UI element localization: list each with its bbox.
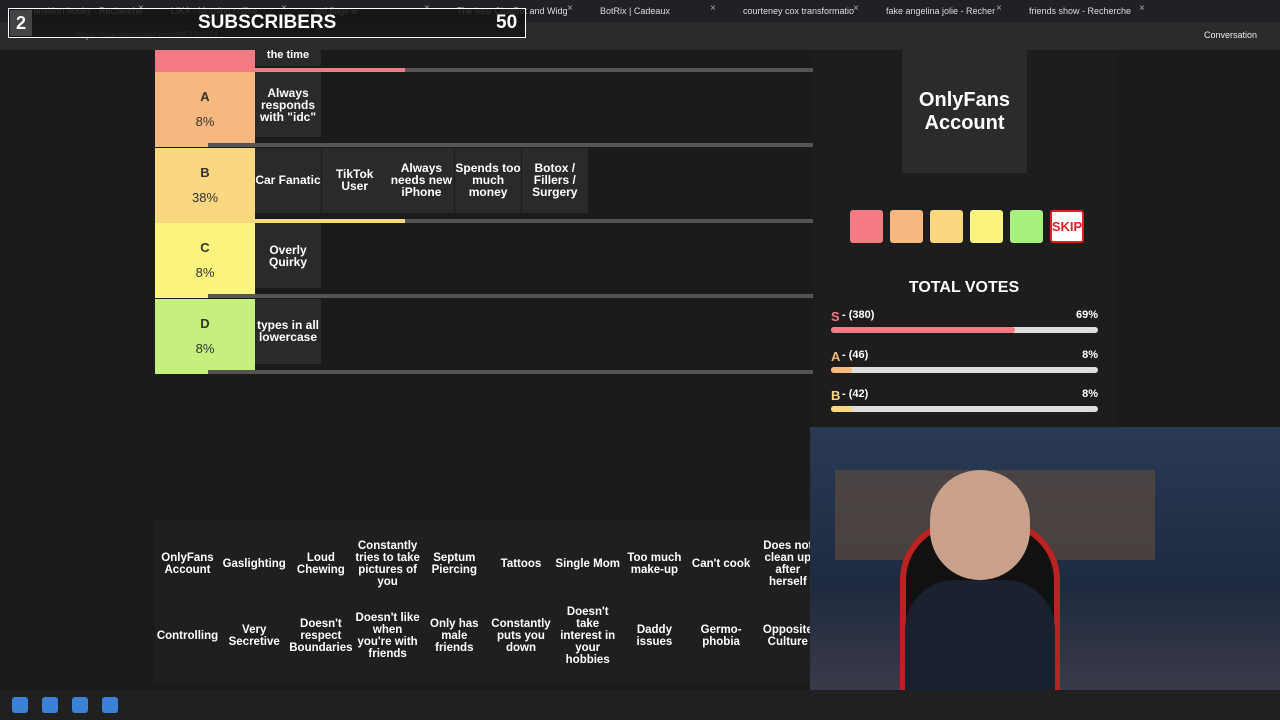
vote-button[interactable] xyxy=(850,210,883,243)
tab-close[interactable]: × xyxy=(996,3,1002,14)
tier-track xyxy=(155,143,813,147)
tab[interactable]: friends show - Recherche xyxy=(1029,6,1132,16)
tier-s-track xyxy=(155,68,813,72)
vote-track xyxy=(831,366,1098,373)
vote-percent: 8% xyxy=(1082,388,1098,400)
tier-item[interactable]: Overly Quirky xyxy=(255,223,321,288)
vote-track xyxy=(831,406,1098,412)
vote-button[interactable] xyxy=(930,210,963,243)
tier-progress xyxy=(155,218,405,223)
tier-s-progress xyxy=(155,68,405,72)
tier-progress xyxy=(155,369,208,374)
tab[interactable]: courteney cox transformatio xyxy=(743,6,855,16)
vote-count: - (42) xyxy=(842,388,869,400)
tab-close[interactable]: × xyxy=(1139,3,1145,14)
tier-percent: 8% xyxy=(195,340,215,356)
tier-item[interactable]: Spends too much money xyxy=(455,147,522,213)
tier-letter: A xyxy=(200,89,210,104)
pool-item[interactable]: OnlyFans Account xyxy=(161,552,214,576)
pool-item[interactable]: Doesn't take interest in your hobbies xyxy=(560,606,616,666)
tier-item[interactable]: Botox / Fillers / Surgery xyxy=(521,147,588,213)
pool-item[interactable]: Controlling xyxy=(156,630,219,642)
vote-bar xyxy=(831,406,853,412)
tier-progress xyxy=(155,294,208,298)
subscriber-label: SUBSCRIBERS xyxy=(198,12,337,33)
pool-item[interactable]: Germo-phobia xyxy=(700,624,742,648)
tier-item[interactable]: types in all lowercase xyxy=(255,298,321,364)
pool-item[interactable]: Constantly tries to take pictures of you xyxy=(355,540,420,588)
tier-s-label xyxy=(155,50,255,72)
tier-percent: 8% xyxy=(195,265,215,280)
tier-s-item: the time xyxy=(255,44,321,66)
tier-item[interactable]: Car Fanatic xyxy=(255,147,321,213)
subscriber-overlay xyxy=(8,8,526,38)
tier-progress xyxy=(155,143,208,147)
vote-button[interactable] xyxy=(890,210,923,243)
taskbar-icon[interactable] xyxy=(12,697,28,713)
tier-track xyxy=(155,294,813,298)
tab[interactable]: BotRix | Cadeaux xyxy=(600,6,670,16)
vote-letter: S xyxy=(831,309,840,324)
pool-item[interactable]: Tattoos xyxy=(500,558,542,570)
pool-item[interactable]: Can't cook xyxy=(691,558,751,570)
tier-percent: 8% xyxy=(195,114,215,129)
tab-close[interactable]: × xyxy=(853,3,859,14)
pool-item[interactable]: Very Secretive xyxy=(228,624,280,648)
vote-letter: A xyxy=(831,348,841,364)
tier-label xyxy=(155,72,255,147)
taskbar xyxy=(0,690,1280,720)
pool-item[interactable]: Loud Chewing xyxy=(296,552,345,576)
vote-percent: 69% xyxy=(1075,309,1098,321)
pool-item[interactable]: Doesn't respect Boundaries xyxy=(289,618,353,654)
vote-count: - (46) xyxy=(842,348,869,361)
pool-item[interactable]: Only has male friends xyxy=(430,618,479,654)
pool-item[interactable]: Opposite Culture xyxy=(762,624,813,648)
tier-item[interactable]: Always needs new iPhone xyxy=(388,147,455,213)
conversation-button[interactable]: Conversation xyxy=(1204,30,1258,40)
webcam-person xyxy=(930,470,1030,580)
tier-label xyxy=(155,147,255,223)
tier-item[interactable]: Always responds with "idc" xyxy=(255,72,321,137)
vote-button[interactable] xyxy=(970,210,1003,243)
tier-label xyxy=(155,298,255,374)
tier-label xyxy=(155,223,255,298)
vote-bar xyxy=(831,327,1016,333)
vote-letter: B xyxy=(831,388,841,403)
pool-item[interactable]: Doesn't like when you're with friends xyxy=(355,612,420,660)
pool-item[interactable]: Single Mom xyxy=(555,558,620,570)
pool-item[interactable]: Does not clean up after herself xyxy=(763,540,813,588)
webcam-shirt xyxy=(905,580,1055,690)
tier-track xyxy=(155,369,813,374)
current-item-card: OnlyFans Account xyxy=(902,50,1027,173)
tab-close[interactable]: × xyxy=(567,3,573,14)
pool-item[interactable]: Septum Piercing xyxy=(431,552,477,576)
vote-button[interactable] xyxy=(1010,210,1043,243)
pool-item[interactable]: Constantly puts you down xyxy=(491,618,551,654)
subscriber-value: 50 xyxy=(496,12,518,33)
tier-letter: B xyxy=(200,164,210,180)
vote-percent: 8% xyxy=(1082,348,1098,361)
vote-count: - (380) xyxy=(842,309,875,321)
pool-item[interactable]: Daddy issues xyxy=(636,624,673,648)
skip-button[interactable]: SKIP xyxy=(1050,210,1084,243)
pool-item[interactable]: Gaslighting xyxy=(222,558,286,570)
total-votes-title: TOTAL VOTES xyxy=(908,279,1020,296)
taskbar-icon[interactable] xyxy=(72,697,88,713)
vote-bar xyxy=(831,366,853,373)
taskbar-icon[interactable] xyxy=(42,697,58,713)
tab[interactable]: fake angelina jolie - Recher xyxy=(886,6,996,16)
subscriber-count-badge: 2 xyxy=(10,10,32,36)
tier-track xyxy=(155,218,813,223)
taskbar-icon[interactable] xyxy=(102,697,118,713)
item-pool xyxy=(155,520,813,682)
tier-letter: C xyxy=(200,240,210,255)
tab-close[interactable]: × xyxy=(710,3,716,14)
tier-letter: D xyxy=(200,315,210,331)
tier-item[interactable]: TikTok User xyxy=(321,147,388,213)
tier-percent: 38% xyxy=(191,189,219,205)
pool-item[interactable]: Too much make-up xyxy=(627,552,682,576)
